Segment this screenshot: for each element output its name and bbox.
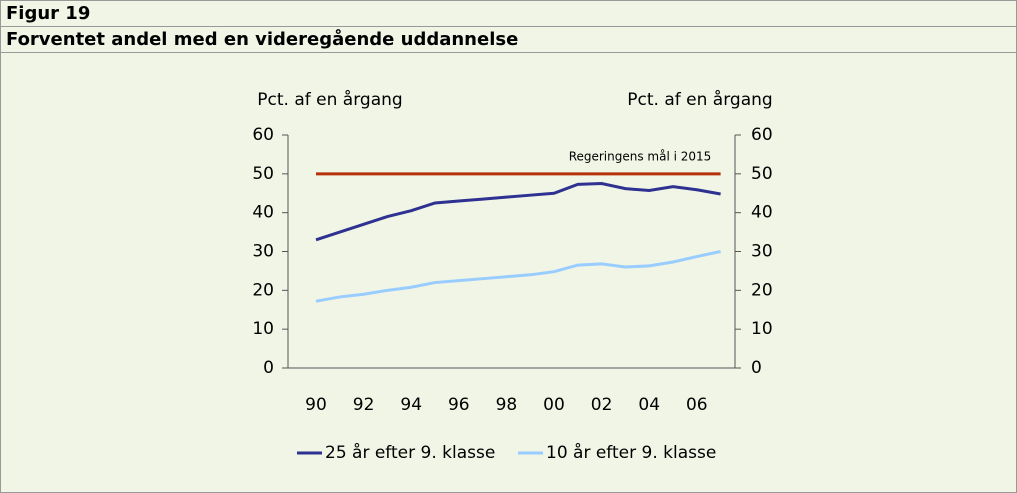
y-tick-label: 60 xyxy=(252,125,274,145)
y-tick-label: 30 xyxy=(252,242,274,262)
x-tick-label: 04 xyxy=(638,395,660,415)
x-tick-label: 90 xyxy=(305,395,327,415)
y-tick-label: 0 xyxy=(263,358,274,378)
y-tick-label: 50 xyxy=(252,164,274,184)
y2-tick-label: 0 xyxy=(751,358,762,378)
figure-label: Figur 19 xyxy=(6,3,90,24)
line-series xyxy=(315,182,721,242)
x-tick-label: 92 xyxy=(353,395,375,415)
x-tick-label: 02 xyxy=(591,395,613,415)
x-tick-label: 00 xyxy=(543,395,565,415)
legend-label: 10 år efter 9. klasse xyxy=(546,442,716,463)
y2-tick-label: 40 xyxy=(751,203,773,223)
y2-tick-label: 60 xyxy=(751,125,773,145)
y2-axis-label: Pct. af en årgang xyxy=(627,89,772,110)
chart-title: Forventet andel med en videregående udda… xyxy=(6,28,518,50)
y2-tick-label: 50 xyxy=(751,164,773,184)
y2-tick-label: 20 xyxy=(751,280,773,300)
x-tick-label: 06 xyxy=(686,395,708,415)
y-axis-label: Pct. af en årgang xyxy=(257,89,402,110)
y2-tick-label: 10 xyxy=(751,319,773,339)
y2-tick-label: 30 xyxy=(751,242,773,262)
legend-label: 25 år efter 9. klasse xyxy=(325,442,495,463)
x-tick-label: 94 xyxy=(400,395,422,415)
y-tick-label: 10 xyxy=(252,319,274,339)
y-tick-label: 40 xyxy=(252,203,274,223)
x-tick-label: 96 xyxy=(448,395,470,415)
annotation: Regeringens mål i 2015 xyxy=(569,150,712,164)
line-series xyxy=(315,250,721,303)
y-tick-label: 20 xyxy=(252,280,274,300)
x-tick-label: 98 xyxy=(496,395,518,415)
